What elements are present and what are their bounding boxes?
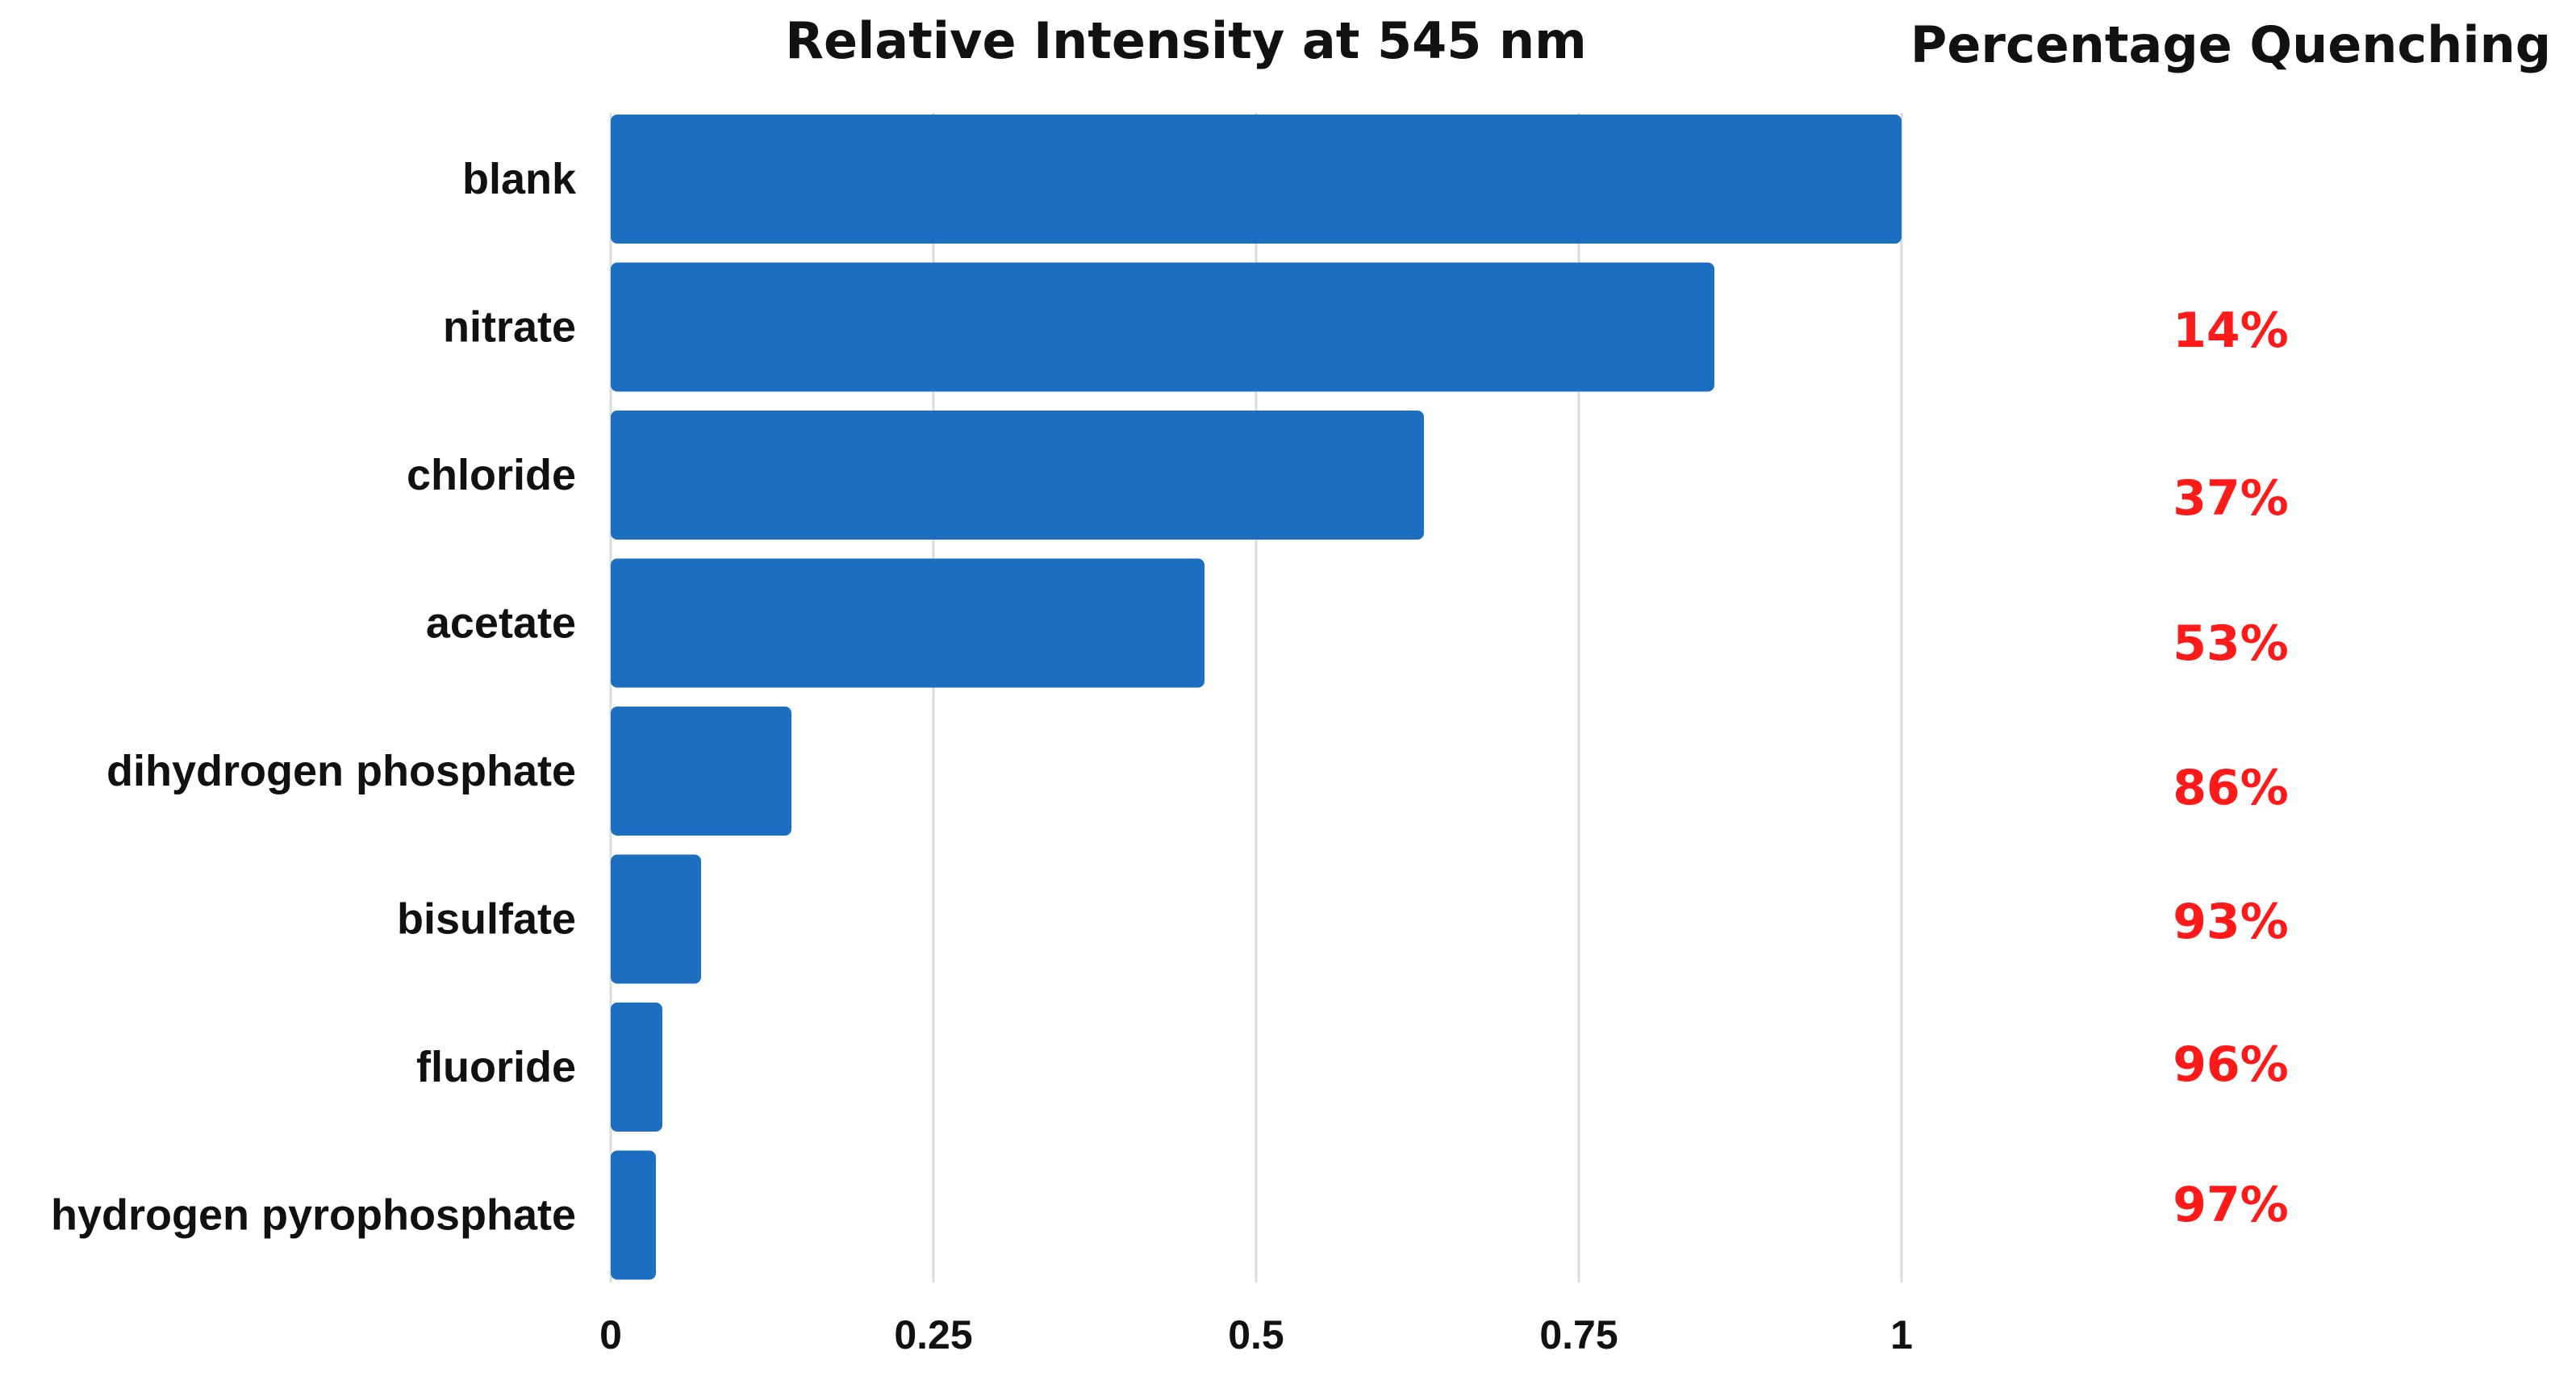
bar-acetate — [611, 558, 1204, 688]
category-label: nitrate — [443, 303, 576, 352]
quenching-label: 93% — [2173, 894, 2289, 950]
quenching-label: 37% — [2173, 470, 2289, 527]
category-labels: blank nitrate chloride acetate dihydrogen ph… — [51, 155, 577, 1240]
category-label: bisulfate — [397, 895, 576, 944]
category-label: fluoride — [416, 1043, 576, 1091]
quenching-label: 14% — [2173, 302, 2289, 359]
x-axis-tick-labels: 0 0.25 0.5 0.75 1 — [599, 1312, 1913, 1357]
quenching-label: 97% — [2173, 1177, 2289, 1233]
x-tick-label: 0 — [599, 1312, 622, 1357]
bar-chloride — [611, 411, 1424, 540]
bar-fluoride — [611, 1003, 662, 1132]
bar-hydrogen-pyrophosphate — [611, 1150, 656, 1280]
x-tick-label: 0.5 — [1228, 1312, 1284, 1357]
bar-nitrate — [611, 262, 1714, 392]
chart-title: Relative Intensity at 545 nm — [785, 11, 1586, 70]
percentage-quenching-title: Percentage Quenching — [1910, 15, 2551, 74]
x-tick-label: 0.75 — [1539, 1312, 1618, 1357]
quenching-label: 86% — [2173, 760, 2289, 816]
category-label: chloride — [407, 451, 576, 499]
quenching-labels: 14% 37% 53% 86% 93% 96% 97% — [2173, 302, 2289, 1233]
x-tick-label: 1 — [1890, 1312, 1913, 1357]
x-tick-label: 0.25 — [894, 1312, 972, 1357]
category-label: blank — [462, 155, 577, 203]
category-label: acetate — [426, 599, 576, 648]
bar-blank — [611, 115, 1902, 244]
quenching-label: 96% — [2173, 1036, 2289, 1093]
category-label: dihydrogen phosphate — [106, 747, 576, 795]
quenching-label: 53% — [2173, 615, 2289, 672]
bar-bisulfate — [611, 854, 701, 984]
bar-dihydrogen-phosphate — [611, 707, 791, 836]
bars — [611, 115, 1902, 1280]
category-label: hydrogen pyrophosphate — [51, 1191, 576, 1240]
